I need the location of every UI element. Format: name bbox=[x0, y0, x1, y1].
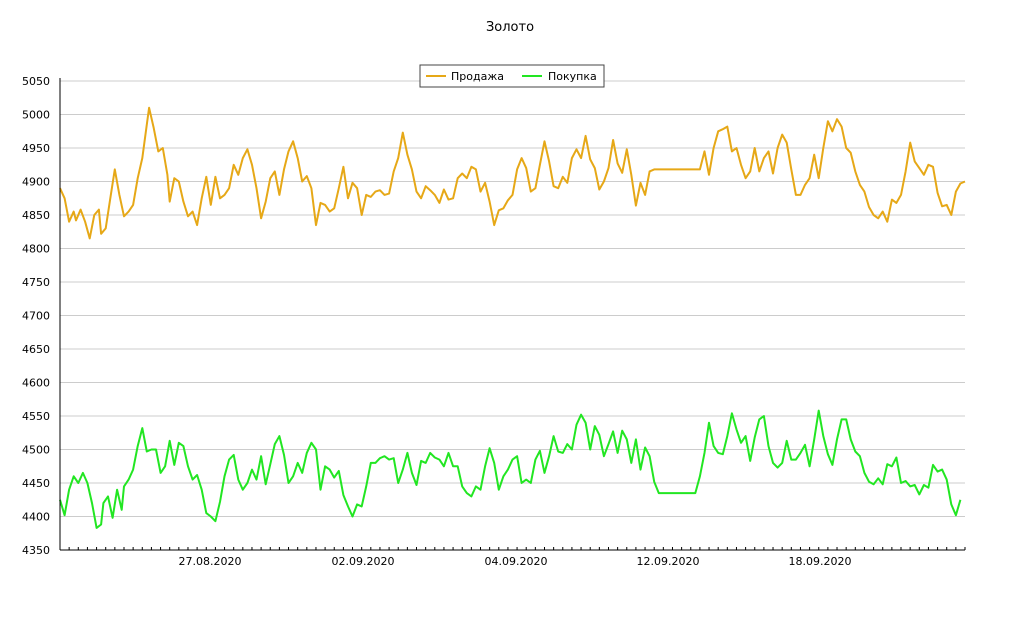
x-axis-ticks: 27.08.2020 02.09.2020 04.09.2020 12.09.2020… bbox=[59, 547, 966, 568]
y-axis-ticks: 4350 4400 4450 4500 4550 4600 4650 4700 4750 4800… bbox=[22, 75, 50, 557]
y-tick-label: 5050 bbox=[22, 75, 50, 88]
legend-box bbox=[419, 64, 605, 88]
chart-title: Золото bbox=[486, 20, 534, 35]
y-tick-label: 4800 bbox=[22, 243, 50, 256]
x-tick-label: 02.09.2020 bbox=[332, 555, 395, 568]
y-tick-label: 4500 bbox=[22, 444, 50, 457]
x-tick-label: 27.08.2020 bbox=[179, 555, 242, 568]
series-lines bbox=[59, 106, 966, 529]
y-tick-label: 4450 bbox=[22, 477, 50, 490]
y-tick-label: 5000 bbox=[22, 109, 50, 122]
y-tick-label: 4650 bbox=[22, 343, 50, 356]
x-tick-label: 04.09.2020 bbox=[485, 555, 548, 568]
y-tick-label: 4350 bbox=[22, 544, 50, 557]
y-tick-label: 4600 bbox=[22, 377, 50, 390]
series-line-buy bbox=[59, 409, 962, 529]
x-tick-label: 18.09.2020 bbox=[789, 555, 852, 568]
y-tick-label: 4700 bbox=[22, 310, 50, 323]
y-tick-label: 4750 bbox=[22, 276, 50, 289]
y-tick-label: 4850 bbox=[22, 209, 50, 222]
legend-label-buy: Покупка bbox=[548, 70, 597, 83]
y-tick-label: 4550 bbox=[22, 410, 50, 423]
legend: Продажа Покупка bbox=[419, 64, 605, 88]
y-tick-label: 4950 bbox=[22, 142, 50, 155]
series-line-sale bbox=[59, 106, 966, 240]
x-tick-label: 12.09.2020 bbox=[637, 555, 700, 568]
y-tick-label: 4400 bbox=[22, 511, 50, 524]
y-tick-label: 4900 bbox=[22, 176, 50, 189]
legend-label-sale: Продажа bbox=[451, 70, 504, 83]
grid bbox=[60, 80, 965, 517]
